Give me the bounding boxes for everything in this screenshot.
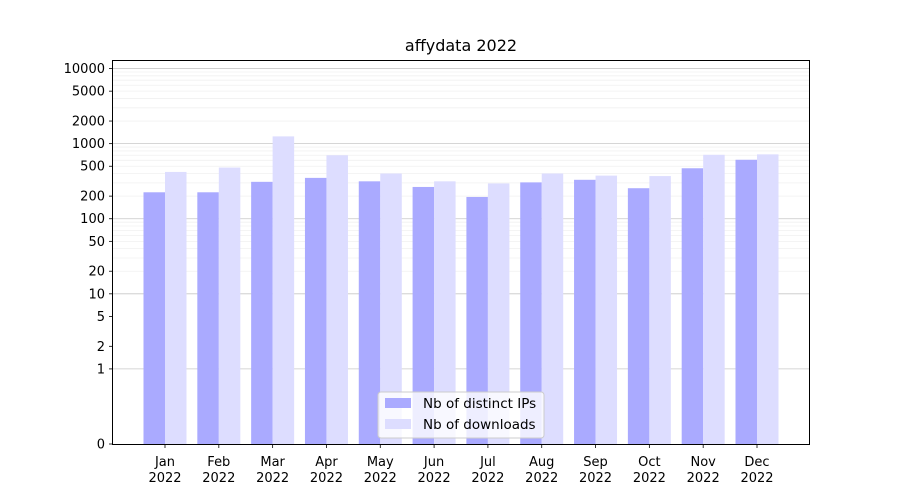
y-tick-label: 20: [88, 265, 105, 280]
x-tick-label: Jun 2022: [418, 455, 451, 486]
bar-distinct-ips: [143, 192, 165, 444]
y-axis: 0 1 2 5 10 20 50 100 200 500 1000 2000 5000 10000: [64, 62, 113, 453]
x-tick-label: Feb 2022: [202, 455, 235, 486]
bar-distinct-ips: [197, 192, 219, 444]
y-tick-label: 1: [97, 362, 105, 377]
y-tick-label: 100: [80, 212, 105, 227]
legend-swatch-downloads: [385, 419, 411, 429]
y-tick-label: 0: [97, 438, 105, 453]
x-tick-label: Jan 2022: [148, 455, 181, 486]
bar-distinct-ips: [251, 181, 273, 444]
bar-distinct-ips: [735, 159, 757, 444]
x-tick-label: Sep 2022: [579, 455, 612, 486]
y-tick-label: 2000: [72, 115, 105, 130]
bar-distinct-ips: [304, 177, 327, 444]
bar-downloads: [380, 173, 402, 444]
legend-label-downloads: Nb of downloads: [423, 417, 536, 433]
plot-frame: [112, 60, 810, 445]
y-tick-label: 5000: [72, 85, 105, 100]
bar-downloads: [487, 183, 510, 444]
y-tick-label: 10: [88, 287, 105, 302]
y-tick-label: 200: [80, 190, 105, 205]
y-tick-label: 2: [97, 340, 105, 355]
legend-box: [377, 391, 545, 439]
y-tick-label: 1000: [72, 137, 105, 152]
bar-downloads: [218, 167, 241, 444]
x-tick-label: Nov 2022: [687, 455, 720, 486]
bar-downloads: [595, 175, 618, 444]
x-tick-label: Apr 2022: [310, 455, 343, 486]
legend: Nb of distinct IPs Nb of downloads: [377, 391, 545, 439]
x-tick-label: Oct 2022: [633, 455, 666, 486]
bar-downloads: [703, 154, 725, 444]
x-tick-label: May 2022: [364, 455, 397, 486]
x-axis: Jan 2022 Feb 2022 Mar 2022 Apr 2022 May 2022 Jun 20…: [148, 444, 774, 486]
chart-title: affydata 2022: [405, 36, 517, 55]
x-tick-label: Dec 2022: [740, 455, 773, 486]
x-tick-label: Mar 2022: [256, 455, 289, 486]
bar-downloads: [541, 173, 564, 444]
y-tick-label: 50: [88, 235, 105, 250]
y-tick-label: 10000: [64, 62, 105, 77]
legend-swatch-distinct-ips: [385, 398, 411, 408]
bar-distinct-ips: [466, 196, 488, 444]
y-tick-label: 5: [97, 310, 105, 325]
bar-distinct-ips: [358, 181, 381, 444]
bar-downloads: [326, 155, 348, 444]
bar-downloads: [272, 136, 295, 444]
bar-distinct-ips: [681, 168, 704, 444]
bar-downloads: [757, 154, 779, 445]
bar-distinct-ips: [627, 188, 650, 444]
bar-downloads: [165, 171, 187, 445]
bar-distinct-ips: [520, 182, 542, 444]
bar-downloads: [649, 176, 671, 444]
x-tick-label: Jul 2022: [471, 455, 504, 486]
y-tick-label: 500: [80, 160, 105, 175]
legend-label-distinct-ips: Nb of distinct IPs: [423, 396, 536, 412]
bar-distinct-ips: [574, 179, 596, 444]
x-tick-label: Aug 2022: [525, 455, 558, 486]
bars: [143, 136, 779, 445]
bar-downloads: [434, 181, 456, 444]
bar-distinct-ips: [412, 186, 435, 444]
